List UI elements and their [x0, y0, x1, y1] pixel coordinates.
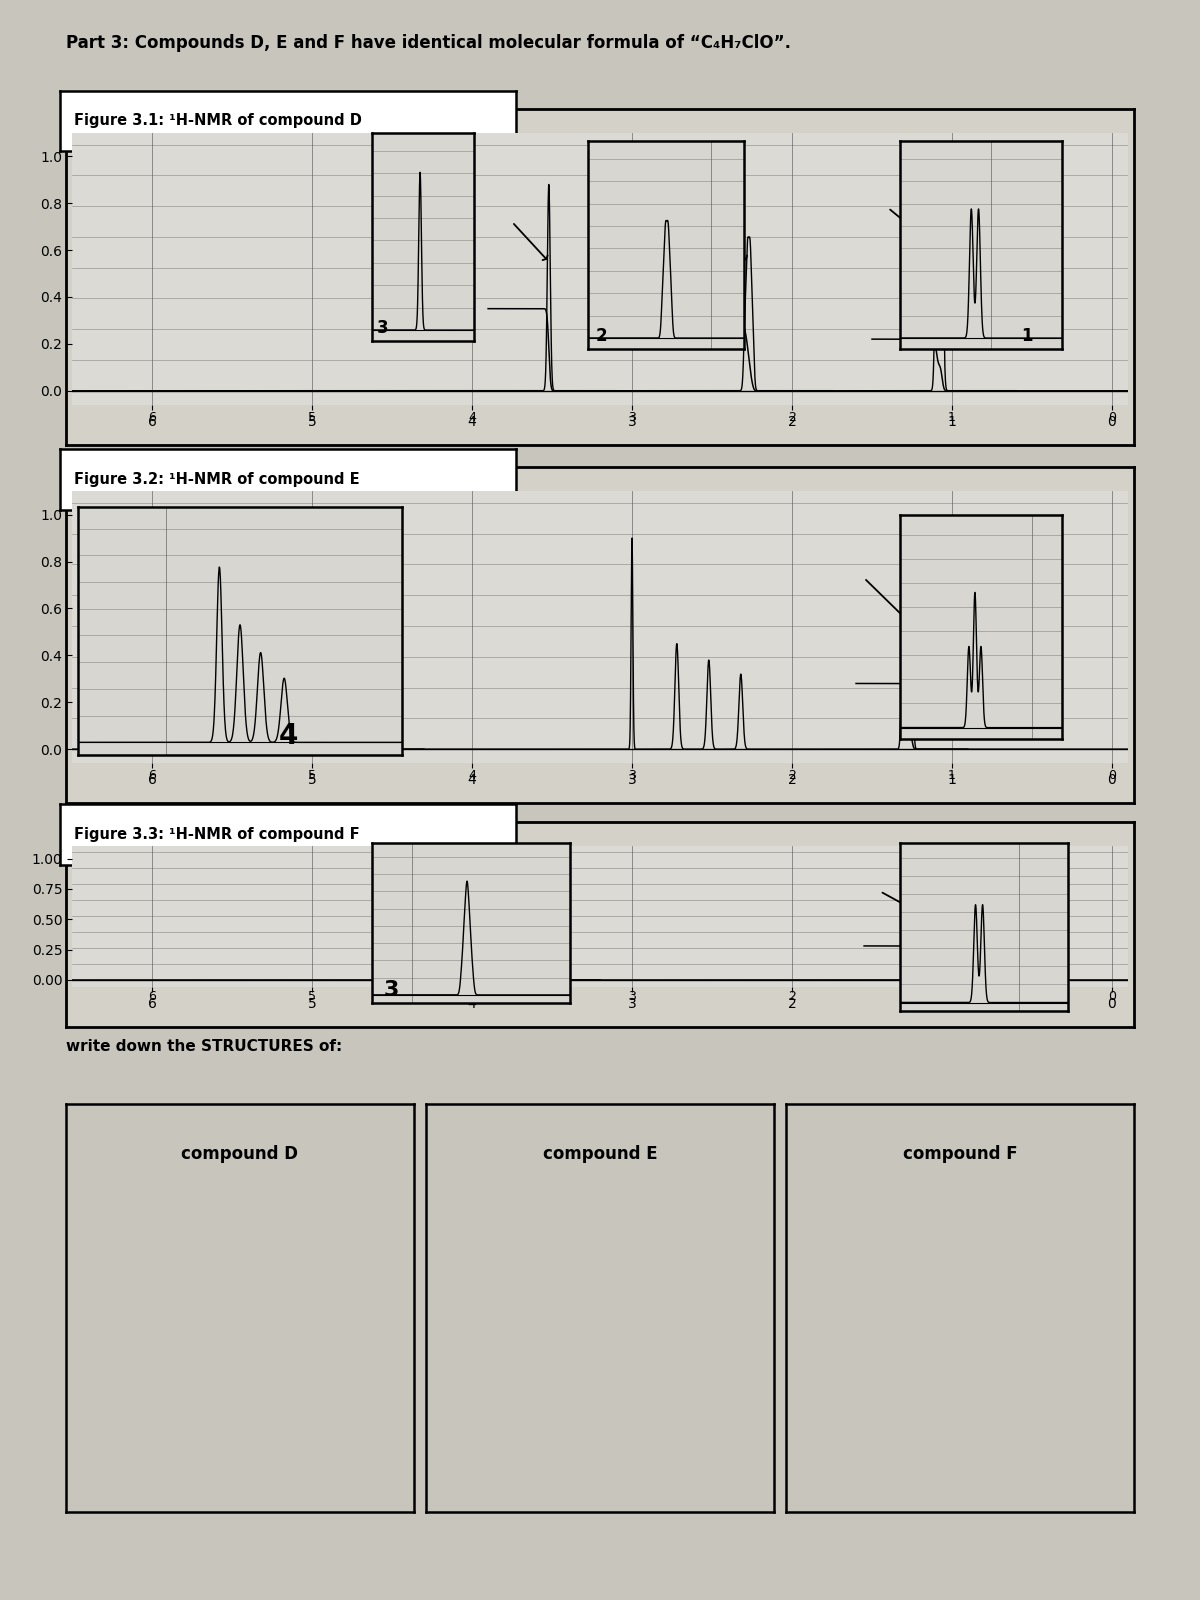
Text: 1: 1 [948, 990, 956, 1003]
Text: 0: 0 [1108, 770, 1116, 782]
Text: 1: 1 [948, 411, 956, 424]
Text: 3: 3 [628, 411, 636, 424]
Text: 3: 3 [628, 770, 636, 782]
Text: 3: 3 [377, 318, 389, 336]
Text: Figure 3.3: ¹H-NMR of compound F: Figure 3.3: ¹H-NMR of compound F [73, 827, 359, 842]
Text: 3: 3 [384, 979, 400, 1000]
Text: 2: 2 [788, 990, 796, 1003]
Text: 6: 6 [148, 990, 156, 1003]
Text: Figure 3.1: ¹H-NMR of compound D: Figure 3.1: ¹H-NMR of compound D [73, 114, 361, 128]
Text: 2: 2 [788, 770, 796, 782]
Text: write down the STRUCTURES of:: write down the STRUCTURES of: [66, 1038, 342, 1054]
Text: Part 3: Compounds D, E and F have identical molecular formula of “C₄H₇ClO”.: Part 3: Compounds D, E and F have identi… [66, 34, 791, 53]
Text: 4: 4 [278, 722, 299, 750]
Text: 6: 6 [148, 411, 156, 424]
Text: 2: 2 [595, 326, 607, 344]
Text: compound E: compound E [542, 1146, 658, 1163]
Text: 5: 5 [308, 411, 316, 424]
Text: compound D: compound D [181, 1146, 299, 1163]
Text: 6: 6 [148, 770, 156, 782]
Text: 2: 2 [788, 411, 796, 424]
Text: 1: 1 [948, 770, 956, 782]
Text: 0: 0 [1108, 990, 1116, 1003]
Text: 0: 0 [1108, 411, 1116, 424]
Text: 1: 1 [1021, 326, 1033, 344]
Text: compound F: compound F [902, 1146, 1018, 1163]
Text: Figure 3.2: ¹H-NMR of compound E: Figure 3.2: ¹H-NMR of compound E [73, 472, 359, 486]
Text: 5: 5 [308, 770, 316, 782]
Text: 3: 3 [628, 990, 636, 1003]
Text: 4: 4 [468, 990, 476, 1003]
Text: 4: 4 [468, 411, 476, 424]
Text: 4: 4 [468, 770, 476, 782]
Text: 5: 5 [308, 990, 316, 1003]
